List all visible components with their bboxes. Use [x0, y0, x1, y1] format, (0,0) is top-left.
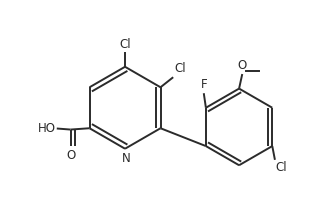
Text: Cl: Cl: [174, 62, 186, 75]
Text: N: N: [122, 152, 130, 165]
Text: Cl: Cl: [276, 161, 287, 174]
Text: Cl: Cl: [119, 38, 131, 51]
Text: O: O: [66, 149, 75, 162]
Text: F: F: [201, 78, 207, 91]
Text: O: O: [238, 59, 247, 72]
Text: HO: HO: [38, 122, 56, 135]
